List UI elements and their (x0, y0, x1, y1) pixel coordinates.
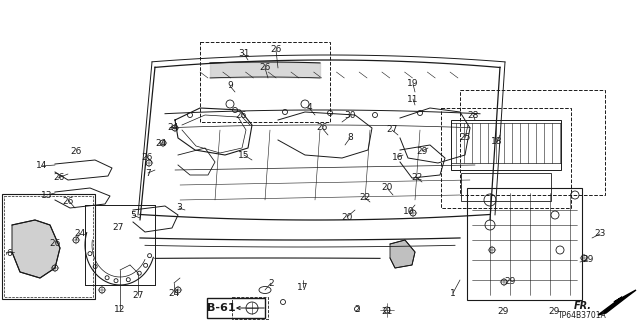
Text: 29: 29 (497, 307, 509, 316)
Text: 2: 2 (268, 278, 274, 287)
Text: 27: 27 (112, 223, 124, 233)
Text: 11: 11 (407, 94, 419, 103)
Text: 6: 6 (6, 250, 12, 259)
Text: 9: 9 (227, 82, 233, 91)
Text: 26: 26 (53, 173, 65, 182)
Text: FR.: FR. (574, 301, 592, 311)
Text: 20: 20 (381, 183, 393, 193)
Text: 7: 7 (145, 169, 151, 178)
Text: 31: 31 (238, 50, 250, 59)
Text: 26: 26 (259, 63, 271, 73)
Bar (200, 42, 330, 122)
Text: 24: 24 (168, 124, 179, 132)
Bar (467, 188, 582, 300)
Text: 5: 5 (130, 211, 136, 220)
Text: 12: 12 (115, 305, 125, 314)
Text: 24: 24 (74, 228, 86, 237)
Text: 19: 19 (407, 79, 419, 89)
Text: 26: 26 (49, 239, 61, 249)
Text: 26: 26 (316, 124, 328, 132)
Bar (461, 173, 551, 201)
Text: 26: 26 (70, 148, 82, 156)
Text: 15: 15 (238, 150, 250, 159)
Text: 26: 26 (62, 196, 74, 205)
Bar (2, 194, 95, 299)
Polygon shape (12, 220, 60, 278)
Text: 2: 2 (354, 305, 360, 314)
Text: 23: 23 (595, 229, 605, 238)
Text: 16: 16 (392, 153, 404, 162)
Text: 29: 29 (548, 307, 560, 316)
Text: 18: 18 (492, 138, 503, 147)
Text: 30: 30 (344, 111, 356, 121)
Text: 26: 26 (141, 154, 153, 163)
Bar (460, 90, 605, 195)
Text: 22: 22 (360, 194, 371, 203)
Polygon shape (598, 290, 636, 315)
Text: 25: 25 (460, 133, 470, 142)
Text: 24: 24 (168, 289, 180, 298)
Text: TP64B3701A: TP64B3701A (558, 310, 607, 319)
Text: 14: 14 (36, 162, 48, 171)
Text: 28: 28 (467, 110, 479, 119)
Text: 20: 20 (341, 212, 353, 221)
Bar (232, 297, 268, 319)
Bar (207, 298, 265, 318)
Text: 21: 21 (381, 307, 393, 316)
Text: 3: 3 (176, 204, 182, 212)
Text: 26: 26 (270, 44, 282, 53)
Text: B-61: B-61 (207, 303, 236, 313)
Bar (441, 108, 571, 208)
Text: 24: 24 (156, 139, 166, 148)
Bar (451, 120, 561, 170)
Text: 17: 17 (297, 283, 308, 292)
Text: 27: 27 (132, 292, 144, 300)
Polygon shape (390, 240, 415, 268)
Text: 1: 1 (450, 289, 456, 298)
Text: 13: 13 (41, 190, 52, 199)
Bar (4, 196, 93, 297)
Text: 4: 4 (306, 103, 312, 113)
Text: 27: 27 (387, 125, 397, 134)
Text: 8: 8 (347, 133, 353, 142)
Text: 29: 29 (582, 255, 594, 265)
Text: 10: 10 (403, 207, 415, 217)
Text: 29: 29 (416, 147, 428, 156)
Text: 26: 26 (236, 111, 246, 121)
Text: 29: 29 (504, 277, 516, 286)
Text: 22: 22 (412, 173, 422, 182)
